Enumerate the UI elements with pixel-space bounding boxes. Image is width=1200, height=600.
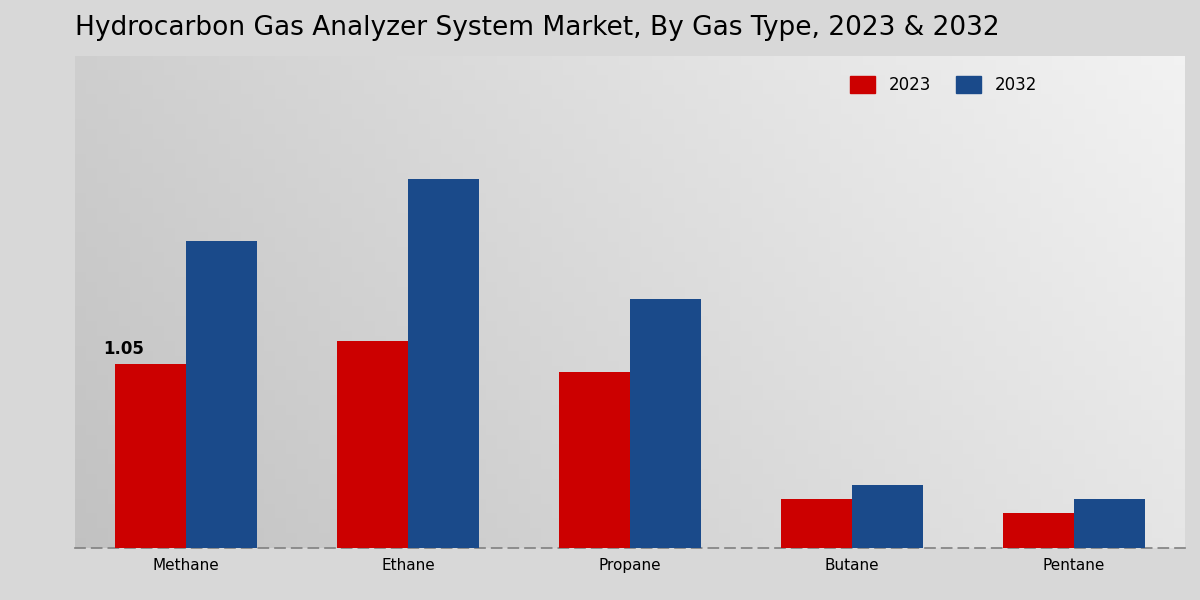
Bar: [1003, 513, 1074, 548]
Bar: [408, 179, 479, 548]
Bar: [186, 241, 257, 548]
Bar: [852, 485, 923, 548]
Bar: [337, 341, 408, 548]
Bar: [630, 299, 701, 548]
Legend: 2023, 2032: 2023, 2032: [844, 69, 1044, 101]
Bar: [781, 499, 852, 548]
Bar: [559, 373, 630, 548]
Text: Hydrocarbon Gas Analyzer System Market, By Gas Type, 2023 & 2032: Hydrocarbon Gas Analyzer System Market, …: [74, 15, 1000, 41]
Text: 1.05: 1.05: [103, 340, 144, 358]
Bar: [1074, 499, 1145, 548]
Bar: [115, 364, 186, 548]
